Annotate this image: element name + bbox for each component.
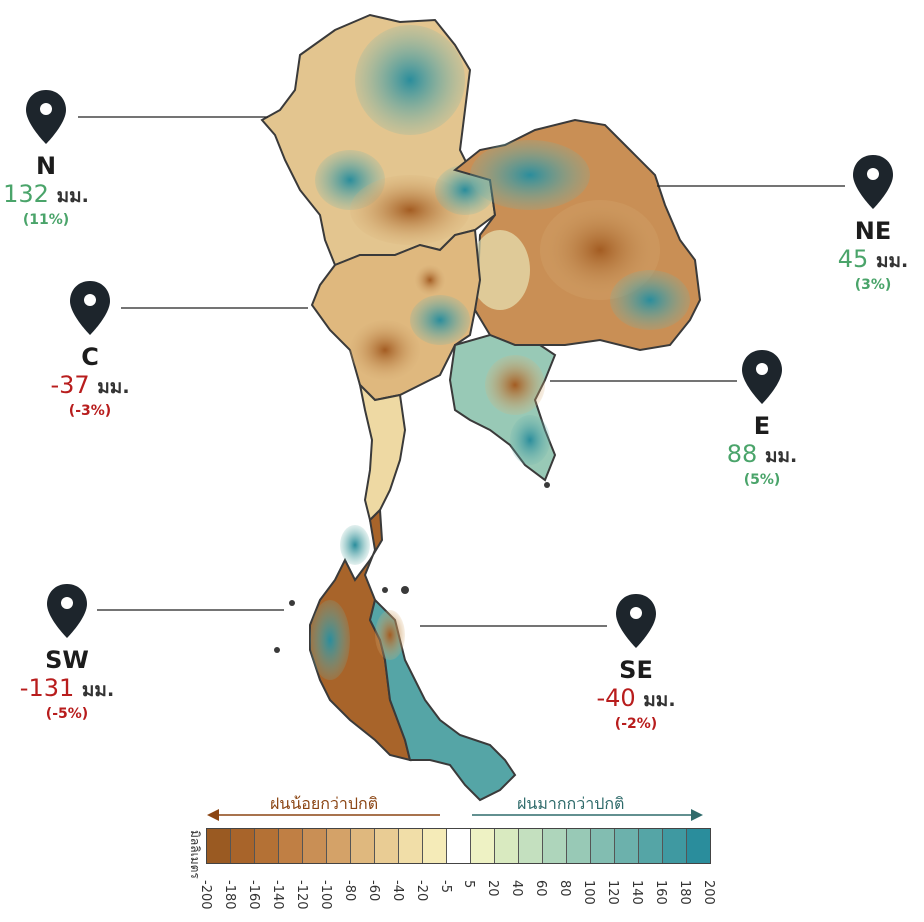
legend-tick-label: -5 xyxy=(437,880,453,893)
region-code: NE xyxy=(854,217,892,245)
unit-label: มม. xyxy=(875,250,909,272)
map-pin-icon xyxy=(853,155,893,209)
legend-tick-label: 200 xyxy=(701,880,716,905)
region-card-ne: NE 45 มม. (3%) xyxy=(803,153,924,293)
unit-label: มม. xyxy=(643,689,676,711)
legend-tick-label: -180 xyxy=(221,880,237,910)
legend-tick-label: -120 xyxy=(293,880,309,910)
rain-percent: (11%) xyxy=(22,212,70,228)
legend-tick-label: 180 xyxy=(677,880,693,905)
region-southeast-shape xyxy=(368,598,517,802)
rain-amount: -131 xyxy=(19,674,75,702)
rain-percent: (-3%) xyxy=(68,403,112,419)
legend-color-cell xyxy=(639,829,663,863)
legend-tick-label: 20 xyxy=(485,880,501,897)
legend-color-cell xyxy=(663,829,687,863)
region-code: C xyxy=(81,343,99,371)
legend-tick-label: -80 xyxy=(341,880,357,902)
legend-tick-label: -60 xyxy=(365,880,381,902)
rain-amount: 45 xyxy=(837,245,869,273)
legend-color-cell xyxy=(447,829,471,863)
legend-color-cell xyxy=(255,829,279,863)
legend-color-cell xyxy=(687,829,710,863)
region-code: SW xyxy=(45,646,89,674)
region-card-se: SE -40 มม. (-2%) xyxy=(566,592,706,732)
legend-tick-label: -140 xyxy=(269,880,285,910)
region-code: N xyxy=(35,152,57,180)
legend-color-cell xyxy=(327,829,351,863)
legend-tick-label: -160 xyxy=(245,880,261,910)
map-pin-icon xyxy=(742,350,782,404)
legend-color-cell xyxy=(591,829,615,863)
legend-color-cell xyxy=(519,829,543,863)
legend-tick-label: 120 xyxy=(605,880,621,905)
map-pin-icon xyxy=(26,90,66,144)
legend-color-cell xyxy=(375,829,399,863)
region-code: SE xyxy=(619,656,653,684)
rain-amount: 88 xyxy=(726,440,758,468)
legend-tick-label: -100 xyxy=(317,880,333,910)
legend-tick-label: 140 xyxy=(629,880,645,905)
legend-color-cell xyxy=(207,829,231,863)
legend-color-bar xyxy=(206,828,711,864)
rain-percent: (5%) xyxy=(743,472,781,488)
region-card-e: E 88 มม. (5%) xyxy=(692,348,832,488)
unit-label: มม. xyxy=(764,445,798,467)
legend-color-cell xyxy=(543,829,567,863)
unit-label: มม. xyxy=(56,185,89,207)
map-pin-icon xyxy=(47,584,87,638)
legend-color-cell xyxy=(279,829,303,863)
rain-amount: 132 xyxy=(3,180,49,208)
legend-tick-label: 160 xyxy=(653,880,669,905)
legend-tick-label: -40 xyxy=(389,880,405,902)
map-pin-icon xyxy=(70,281,110,335)
region-west-strip-shape xyxy=(358,381,407,522)
legend-unit-label: มิลลิเมตร xyxy=(188,830,202,879)
rain-percent: (-2%) xyxy=(614,716,658,732)
legend-tick-label: -200 xyxy=(198,880,213,910)
legend-tick-label: 100 xyxy=(581,880,597,905)
rain-amount: -37 xyxy=(50,371,90,399)
legend-tick-label: 40 xyxy=(509,880,525,897)
legend-tick-label: 60 xyxy=(533,880,549,897)
region-code: E xyxy=(753,412,771,440)
legend-color-cell xyxy=(471,829,495,863)
below-normal-label: ฝนน้อยกว่าปกติ xyxy=(270,794,379,813)
legend-tick-label: -20 xyxy=(413,880,429,902)
region-card-sw: SW -131 มม. (-5%) xyxy=(0,582,137,722)
region-card-c: C -37 มม. (-3%) xyxy=(20,279,160,419)
map-pin-icon xyxy=(616,594,656,648)
legend-color-cell xyxy=(351,829,375,863)
legend-color-cell xyxy=(615,829,639,863)
legend-color-cell xyxy=(399,829,423,863)
legend-tick-label: 80 xyxy=(557,880,573,897)
legend-tick-label: 5 xyxy=(461,880,477,889)
rain-amount: -40 xyxy=(596,684,636,712)
region-card-n: N 132 มม. (11%) xyxy=(0,88,116,228)
unit-label: มม. xyxy=(97,376,130,398)
rain-percent: (-5%) xyxy=(45,706,89,722)
legend-color-cell xyxy=(303,829,327,863)
legend-color-cell xyxy=(495,829,519,863)
legend-color-cell xyxy=(423,829,447,863)
legend-color-cell xyxy=(567,829,591,863)
unit-label: มม. xyxy=(81,679,115,701)
legend-color-cell xyxy=(231,829,255,863)
above-normal-label: ฝนมากกว่าปกติ xyxy=(517,794,625,813)
rain-percent: (3%) xyxy=(854,277,892,293)
